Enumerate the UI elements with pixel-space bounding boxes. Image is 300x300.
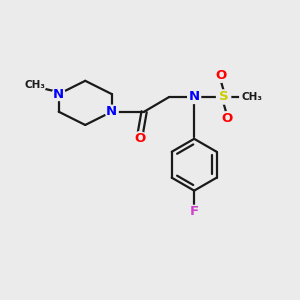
Text: N: N (53, 88, 64, 100)
Circle shape (220, 112, 233, 125)
Text: O: O (215, 69, 226, 82)
Text: O: O (221, 112, 232, 125)
Text: CH₃: CH₃ (25, 80, 46, 90)
Circle shape (52, 88, 65, 100)
Circle shape (240, 85, 263, 109)
Circle shape (188, 91, 201, 103)
Circle shape (214, 69, 227, 82)
Text: S: S (219, 91, 228, 103)
Circle shape (217, 90, 231, 104)
Text: CH₃: CH₃ (241, 92, 262, 102)
Circle shape (133, 132, 146, 145)
Text: O: O (134, 132, 145, 145)
Text: F: F (190, 205, 199, 218)
Circle shape (188, 206, 201, 218)
Circle shape (25, 75, 46, 95)
Text: N: N (106, 105, 117, 118)
Text: N: N (189, 91, 200, 103)
Circle shape (105, 105, 118, 118)
